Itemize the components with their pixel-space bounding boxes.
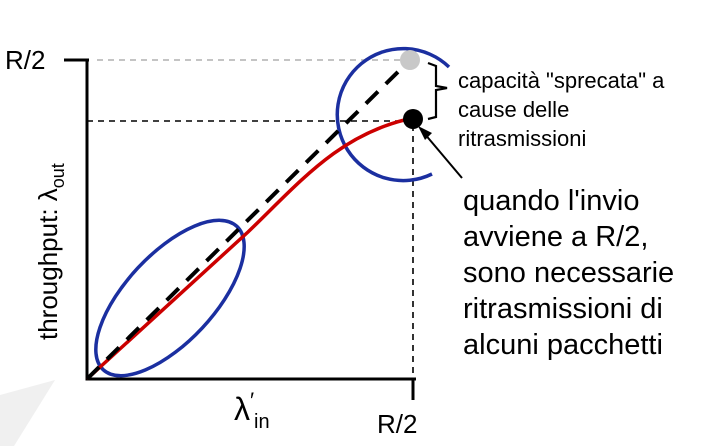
wasted-capacity-bracket: [427, 61, 448, 121]
wasted-capacity-line-2: cause delle: [458, 97, 569, 122]
low-load-ellipse: [94, 218, 246, 378]
wasted-capacity-line-1: capacità "sprecata" a: [458, 68, 665, 93]
retransmission-line-3: sono necessarie: [463, 257, 674, 289]
x-tick-label: R/2: [377, 409, 417, 439]
retransmission-line-2: avviene a R/2,: [463, 221, 648, 253]
annotation-arrow: [423, 132, 463, 179]
x-axis-symbol: λ: [234, 391, 250, 427]
background-shape: [0, 380, 55, 446]
wasted-capacity-line-3: ritrasmissioni: [458, 126, 586, 151]
y-axis-label-text: throughput: λ: [33, 188, 63, 340]
retransmission-line-5: alcuni pacchetti: [463, 329, 663, 361]
y-tick-label: R/2: [5, 45, 45, 75]
high-load-arc: [335, 46, 451, 183]
x-axis-subscript: in: [254, 411, 270, 433]
ideal-line: [85, 58, 412, 381]
retransmission-line-4: ritrasmissioni di: [463, 293, 663, 325]
retransmission-note: quando l'invio avviene a R/2, sono neces…: [463, 185, 682, 361]
throughput-curve: [85, 116, 414, 381]
x-axis-prime: ′: [250, 388, 254, 413]
wasted-capacity-text: capacità "sprecata" a cause delle ritras…: [458, 68, 671, 151]
ideal-point: [400, 50, 420, 70]
arrow-head: [418, 126, 432, 140]
actual-point: [403, 109, 423, 129]
y-axis-subscript: out: [48, 163, 68, 188]
retransmission-line-1: quando l'invio: [463, 185, 639, 217]
y-axis-label: throughput: λout: [33, 163, 68, 340]
